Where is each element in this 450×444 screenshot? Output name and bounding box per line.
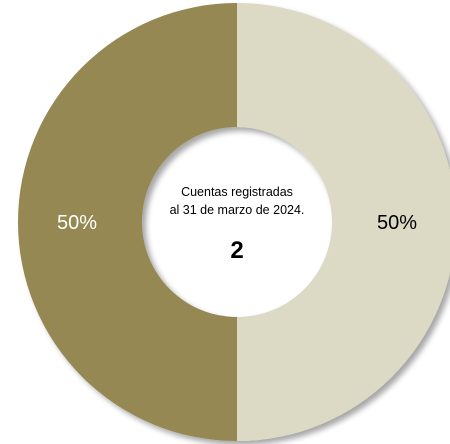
donut-slice-0 xyxy=(237,3,450,441)
slice-label-0: 50% xyxy=(377,212,417,234)
donut-slice-1 xyxy=(18,3,237,441)
center-caption-line2: al 31 de marzo de 2024. xyxy=(170,203,305,217)
slice-label-1: 50% xyxy=(57,212,97,234)
center-caption-line1: Cuentas registradas xyxy=(181,185,293,199)
donut-slices xyxy=(18,3,450,441)
slice-labels: 50% 50% xyxy=(57,212,417,234)
center-count-value: 2 xyxy=(230,237,243,264)
